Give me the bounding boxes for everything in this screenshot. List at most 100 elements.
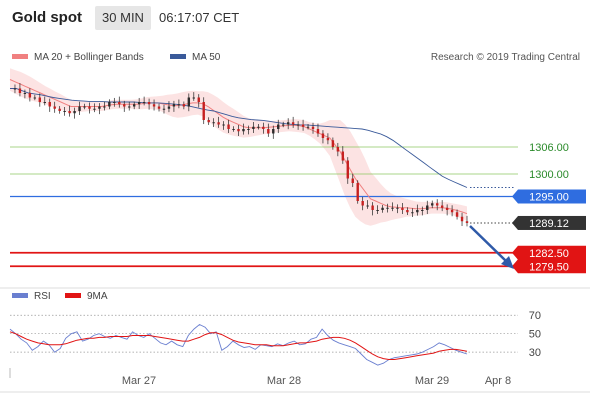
ma50-line: [10, 88, 468, 188]
candle-body: [376, 210, 379, 211]
candle-body: [286, 122, 290, 125]
candle-body: [28, 93, 32, 98]
candle-body: [282, 124, 285, 126]
candle-body: [118, 102, 121, 105]
candle-body: [108, 102, 111, 107]
level-arrow-5: [512, 259, 518, 274]
candle-body: [252, 126, 255, 129]
candle-body: [38, 97, 42, 102]
candle-body: [123, 104, 126, 107]
candle-body: [331, 140, 335, 147]
candle-body: [421, 210, 424, 211]
candle-body: [381, 207, 384, 210]
candle-body: [411, 212, 414, 214]
candle-body: [237, 129, 240, 132]
candle-body: [455, 212, 459, 217]
legend-9ma: 9MA: [65, 291, 108, 302]
candle-body: [152, 104, 156, 107]
candle-body: [460, 216, 464, 222]
ma9-swatch: [65, 292, 81, 298]
candle-body: [98, 106, 101, 109]
level-arrow-2: [512, 189, 518, 204]
x-tick-label-2: Mar 29: [415, 375, 449, 387]
level-box-5: [518, 259, 586, 274]
candle-body: [113, 102, 116, 103]
candle-body: [58, 108, 61, 111]
candle-body: [147, 102, 151, 105]
level-box-3: [518, 215, 586, 230]
candle-body: [321, 133, 325, 138]
candle-body: [361, 201, 364, 206]
candle-body: [450, 210, 454, 213]
level-label-5: 1279.50: [529, 261, 569, 273]
candle-body: [132, 104, 136, 107]
timeframe-button[interactable]: 30 MIN: [95, 6, 151, 30]
candle-body: [73, 111, 76, 114]
candle-body: [68, 111, 71, 114]
candle-body: [341, 151, 345, 161]
candle-body: [53, 106, 56, 109]
credit-text: Research © 2019 Trading Central: [430, 52, 580, 63]
rsi-tick-label-0: 70: [529, 310, 541, 322]
candle-body: [13, 88, 17, 90]
candles-group: [13, 83, 469, 227]
rsi-tick-label-2: 30: [529, 347, 541, 359]
candle-body: [187, 97, 191, 107]
candle-body: [177, 104, 181, 106]
header: Gold spot 30 MIN 06:17:07 CET: [0, 0, 590, 36]
rsi-line: [9, 323, 468, 366]
candle-body: [33, 97, 37, 99]
candle-body: [157, 106, 161, 109]
candle-body: [267, 129, 270, 134]
candle-body: [445, 207, 449, 210]
candle-body: [247, 129, 250, 130]
candle-body: [391, 207, 394, 209]
candle-body: [207, 120, 210, 123]
candle-body: [301, 124, 305, 127]
candle-body: [316, 129, 320, 134]
candle-body: [18, 88, 22, 93]
candle-body: [227, 124, 230, 129]
candle-body: [406, 210, 409, 213]
candle-body: [306, 126, 310, 128]
clock-time: 06:17:07 CET: [159, 10, 240, 25]
candle-body: [440, 205, 444, 208]
level-label-2: 1295.00: [529, 192, 569, 204]
candle-body: [103, 106, 106, 108]
candle-body: [23, 93, 27, 94]
candle-body: [346, 160, 349, 179]
x-tick-label-1: Mar 28: [267, 375, 301, 387]
candle-body: [426, 205, 429, 210]
candle-body: [371, 205, 374, 210]
page-title: Gold spot: [12, 9, 82, 26]
ma50-swatch: [170, 53, 186, 59]
candle-body: [272, 129, 275, 134]
legend-9ma-label: 9MA: [87, 291, 108, 302]
candle-body: [88, 106, 91, 109]
candle-body: [48, 102, 51, 107]
candle-body: [172, 104, 176, 107]
candle-body: [197, 97, 200, 102]
legend-ma50-label: MA 50: [192, 52, 221, 63]
candle-body: [465, 221, 469, 223]
candle-body: [257, 126, 260, 128]
candle-body: [43, 102, 46, 103]
legend-ma20: MA 20 + Bollinger Bands: [12, 52, 144, 63]
candle-body: [192, 97, 195, 99]
legend-rsi-label: RSI: [34, 291, 51, 302]
rsi-swatch: [12, 292, 28, 298]
x-tick-label-3: Apr 8: [485, 375, 511, 387]
candle-body: [296, 124, 300, 126]
level-label-1: 1300.00: [529, 169, 569, 181]
legend-rsi: RSI: [12, 291, 51, 302]
candle-body: [291, 122, 295, 125]
ma20-line: [9, 79, 468, 215]
candle-body: [217, 122, 220, 125]
level-box-4: [518, 245, 586, 260]
level-label-4: 1282.50: [529, 248, 569, 260]
level-label-0: 1306.00: [529, 142, 569, 154]
ma20-swatch: [12, 53, 28, 59]
candle-body: [63, 111, 66, 112]
x-tick-label-0: Mar 27: [122, 375, 156, 387]
